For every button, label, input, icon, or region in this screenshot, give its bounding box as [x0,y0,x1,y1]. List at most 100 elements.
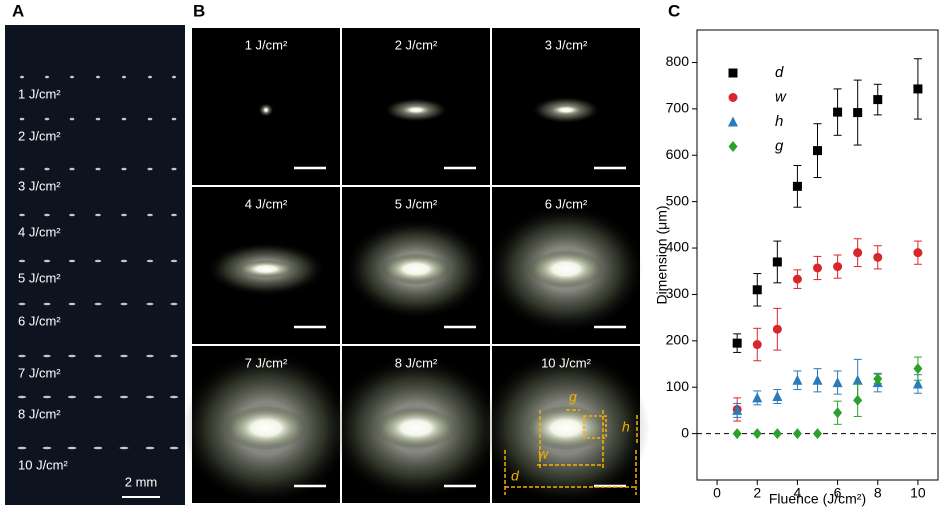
point [912,378,923,389]
legend-label: g [775,137,784,154]
annotation-label: w [538,446,549,462]
ablation-dot [67,395,77,399]
panel-label: B [193,1,205,20]
fluence-label: 2 J/cm² [18,128,61,143]
ablation-dot [148,75,152,79]
x-tick-label: 10 [910,485,926,501]
point [873,252,883,262]
annotation-box [583,415,607,439]
annotation-label: h [622,419,630,435]
fluence-label: 10 J/cm² [18,457,69,472]
ablation-dot [42,395,52,399]
legend-label: h [775,113,783,130]
y-tick-label: 300 [666,285,690,301]
ablation-dot [119,395,129,399]
ablation-dot [94,259,102,263]
ablation-dot [93,446,103,450]
ablation-dot [95,167,101,171]
point [792,181,802,191]
ablation-dot [170,354,178,358]
ablation-dot [171,213,177,217]
x-tick-label: 4 [794,485,802,501]
ablation-dot [69,213,75,217]
ablation-spot [237,260,295,278]
legend-marker [728,141,738,152]
ablation-dot [121,167,127,171]
ablation-spot [524,405,608,451]
ablation-dot [94,354,102,358]
y-tick-label: 0 [681,424,689,440]
ablation-dot [18,302,26,306]
ablation-dot [44,167,50,171]
ablation-dot [96,75,100,79]
ablation-dot [145,395,155,399]
point [852,374,863,385]
point [792,374,803,385]
legend-marker [728,68,738,78]
ablation-dot [171,117,177,121]
point [752,285,762,295]
point [772,324,782,334]
ablation-dot [95,213,101,217]
fluence-label: 7 J/cm² [18,365,61,380]
point [732,404,743,415]
ablation-spot [224,405,308,451]
y-tick-label: 700 [666,100,690,116]
panel-b: 1 J/cm² 2 J/cm² 3 J/cm² 4 J/cm² 5 J/cm² 6 J/c… [182,28,650,504]
fluence-label: 8 J/cm² [395,355,438,370]
point [752,392,763,403]
scale-bar-label: 2 mm [125,474,158,489]
fluence-label: 8 J/cm² [18,406,61,421]
y-tick-label: 100 [666,378,690,394]
ablation-dot [169,446,179,450]
ablation-dot [94,302,102,306]
point [752,340,762,350]
fluence-label: 1 J/cm² [245,37,288,52]
ablation-dot [146,259,154,263]
ablation-dot [93,395,103,399]
point [813,428,822,440]
ablation-dot [119,446,129,450]
legend-marker [728,116,738,127]
point [833,107,843,117]
panel-label: C [668,1,680,20]
ablation-dot [95,117,101,121]
point [833,262,843,272]
legend-marker [728,93,738,102]
ablation-dot [67,446,77,450]
fluence-label: 4 J/cm² [245,196,288,211]
ablation-spot [549,104,583,116]
fluence-label: 5 J/cm² [395,196,438,211]
point [813,146,822,156]
point [853,248,863,258]
ablation-dot [44,213,50,217]
ablation-dot [122,75,126,79]
ablation-dot [147,167,153,171]
annotation-label: d [511,468,520,484]
ablation-dot [69,167,75,171]
plot-frame [696,29,939,481]
point [732,428,742,440]
point [913,363,923,375]
ablation-dot [121,213,127,217]
x-tick-label: 8 [874,485,882,501]
fluence-label: 10 J/cm² [541,355,592,370]
ablation-dot [17,395,27,399]
fluence-label: 4 J/cm² [18,224,61,239]
annotation-label: g [569,389,577,405]
ablation-dot [147,213,153,217]
ablation-dot [42,446,52,450]
ablation-dot [171,167,177,171]
panel-label: A [12,1,24,20]
x-tick-label: 2 [753,485,761,501]
point [772,257,782,267]
ablation-dot [120,354,128,358]
ablation-dot [18,259,26,263]
ablation-dot [147,117,153,121]
ablation-dot [43,259,51,263]
ablation-dot [145,446,155,450]
point [732,338,742,348]
legend-label: w [775,88,787,105]
ablation-dot [18,354,26,358]
